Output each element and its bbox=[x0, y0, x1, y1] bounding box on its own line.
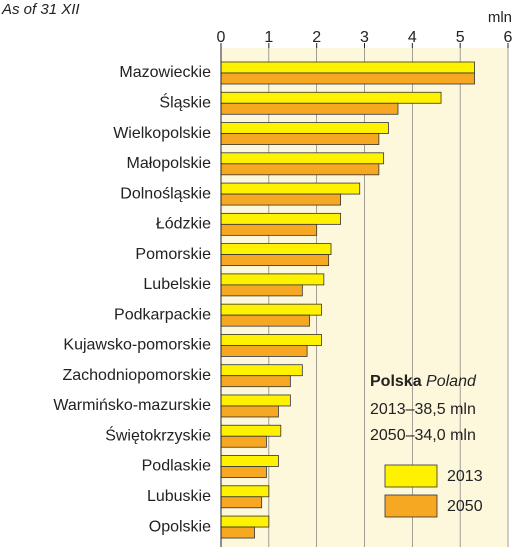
legend-title: Polska Poland bbox=[370, 373, 477, 390]
legend-label: 2013 bbox=[447, 468, 483, 485]
annotation: 2050–34,0 mln bbox=[370, 427, 476, 444]
y-tick-label: Łódzkie bbox=[156, 216, 211, 233]
bar bbox=[220, 212, 341, 225]
bar bbox=[220, 133, 380, 145]
x-tick-label: 2 bbox=[312, 29, 321, 46]
bar bbox=[220, 345, 308, 357]
subtitle: As of 31 XII bbox=[1, 1, 80, 18]
x-tick-label: 6 bbox=[504, 29, 513, 46]
bar bbox=[220, 364, 303, 377]
bar bbox=[220, 466, 267, 478]
bar bbox=[220, 91, 442, 104]
bar bbox=[220, 61, 475, 74]
bar bbox=[220, 152, 385, 165]
bar bbox=[220, 273, 325, 286]
bar bbox=[220, 254, 330, 267]
y-tick-label: Kujawsko-pomorskie bbox=[63, 337, 211, 354]
bar bbox=[220, 182, 361, 195]
x-tick-label: 1 bbox=[264, 29, 273, 46]
legend-title-bold: Polska bbox=[370, 373, 422, 390]
bar bbox=[220, 193, 341, 206]
y-tick-label: Podkarpackie bbox=[114, 306, 211, 323]
bar bbox=[220, 375, 291, 388]
y-tick-label: Mazowieckie bbox=[119, 64, 211, 81]
bar bbox=[220, 424, 282, 437]
bar bbox=[220, 526, 255, 539]
legend-swatch bbox=[384, 464, 438, 488]
legend-swatch bbox=[384, 494, 438, 518]
y-tick-label: Wielkopolskie bbox=[113, 125, 211, 142]
y-tick-label: Opolskie bbox=[149, 518, 211, 535]
x-tick-label: 0 bbox=[217, 29, 226, 46]
y-tick-label: Dolnośląskie bbox=[120, 185, 211, 202]
annotation: 2013–38,5 mln bbox=[370, 401, 476, 418]
y-tick-label: Warmińsko-mazurskie bbox=[53, 397, 211, 414]
bar bbox=[220, 284, 303, 297]
x-tick-label: 4 bbox=[408, 29, 417, 46]
bar bbox=[220, 303, 322, 316]
y-tick-label: Podlaskie bbox=[142, 458, 211, 475]
bar bbox=[220, 435, 267, 448]
x-tick-label: 3 bbox=[360, 29, 369, 46]
bar bbox=[220, 122, 389, 134]
x-tick-label: 5 bbox=[456, 29, 465, 46]
bar bbox=[220, 485, 270, 498]
y-tick-label: Małopolskie bbox=[127, 155, 212, 172]
y-tick-label: Pomorskie bbox=[135, 246, 211, 263]
bar bbox=[220, 72, 475, 85]
bar bbox=[220, 455, 279, 467]
bar bbox=[220, 223, 318, 236]
bar bbox=[220, 314, 310, 327]
bar bbox=[220, 334, 322, 346]
y-tick-label: Śląskie bbox=[159, 92, 211, 111]
bar bbox=[220, 243, 332, 256]
legend-title-italic: Poland bbox=[426, 373, 477, 390]
legend-label: 2050 bbox=[447, 498, 483, 515]
bar bbox=[220, 496, 263, 509]
bar bbox=[220, 163, 380, 176]
bar bbox=[220, 405, 279, 418]
bar bbox=[220, 394, 291, 407]
y-tick-label: Świętokrzyskie bbox=[105, 425, 211, 444]
bar bbox=[220, 102, 399, 115]
x-axis-label: mln bbox=[488, 9, 512, 26]
y-tick-label: Lubuskie bbox=[147, 488, 211, 505]
y-tick-label: Zachodniopomorskie bbox=[62, 367, 211, 384]
y-tick-label: Lubelskie bbox=[143, 276, 211, 293]
bar bbox=[220, 515, 270, 528]
